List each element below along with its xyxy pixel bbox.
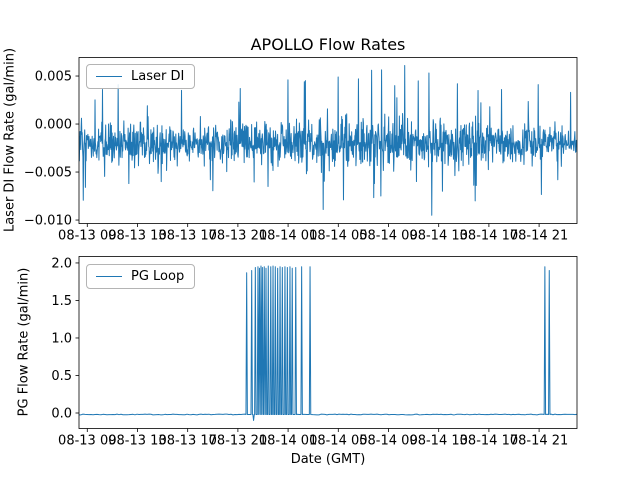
x-tick-label: 08-14 01 bbox=[259, 434, 317, 449]
x-tick-label: 08-13 09 bbox=[58, 434, 116, 449]
x-tick-label: 08-14 17 bbox=[460, 434, 518, 449]
laser-legend: Laser DI bbox=[86, 64, 196, 89]
x-tick-label: 08-13 17 bbox=[158, 434, 216, 449]
y-tick-label: 1.5 bbox=[51, 294, 72, 309]
x-tick-label: 08-13 09 bbox=[58, 229, 116, 244]
x-tick-label: 08-13 13 bbox=[108, 434, 166, 449]
chart-title: APOLLO Flow Rates bbox=[250, 35, 406, 54]
x-tick-label: 08-14 05 bbox=[309, 229, 367, 244]
laser-y-axis-label: Laser DI Flow Rate (gal/min) bbox=[2, 47, 18, 233]
pg-legend-label: PG Loop bbox=[131, 269, 185, 284]
x-tick-label: 08-13 13 bbox=[108, 229, 166, 244]
laser-series-line bbox=[79, 64, 577, 216]
y-tick-label: 0.005 bbox=[35, 70, 72, 85]
legend-line-icon bbox=[96, 276, 122, 277]
x-tick-label: 08-14 13 bbox=[409, 229, 467, 244]
y-tick-label: 2.0 bbox=[51, 256, 72, 271]
x-tick-label: 08-13 21 bbox=[209, 229, 267, 244]
pg-legend: PG Loop bbox=[86, 264, 196, 289]
laser-legend-label: Laser DI bbox=[131, 69, 185, 84]
pg-y-axis-label: PG Flow Rate (gal/min) bbox=[16, 267, 32, 417]
y-tick-label: 0.0 bbox=[51, 407, 72, 422]
y-tick-label: 0.000 bbox=[35, 118, 72, 133]
x-tick-label: 08-14 17 bbox=[460, 229, 518, 244]
y-tick-label: 0.5 bbox=[51, 369, 72, 384]
x-tick-label: 08-14 21 bbox=[510, 229, 568, 244]
x-tick-label: 08-13 17 bbox=[158, 229, 216, 244]
x-tick-label: 08-14 13 bbox=[409, 434, 467, 449]
x-tick-label: 08-14 21 bbox=[510, 434, 568, 449]
pg-series-line bbox=[79, 265, 577, 421]
y-tick-label: 1.0 bbox=[51, 331, 72, 346]
x-axis-label: Date (GMT) bbox=[290, 452, 366, 467]
y-tick-label: −0.005 bbox=[24, 166, 72, 181]
x-tick-label: 08-14 05 bbox=[309, 434, 367, 449]
y-tick-label: −0.010 bbox=[24, 214, 72, 229]
legend-line-icon bbox=[96, 76, 122, 77]
pg-axes-spine bbox=[78, 256, 578, 429]
x-tick-label: 08-14 01 bbox=[259, 229, 317, 244]
x-tick-label: 08-14 09 bbox=[359, 229, 417, 244]
x-tick-label: 08-13 21 bbox=[209, 434, 267, 449]
x-tick-label: 08-14 09 bbox=[359, 434, 417, 449]
laser-axes-spine bbox=[78, 57, 578, 224]
